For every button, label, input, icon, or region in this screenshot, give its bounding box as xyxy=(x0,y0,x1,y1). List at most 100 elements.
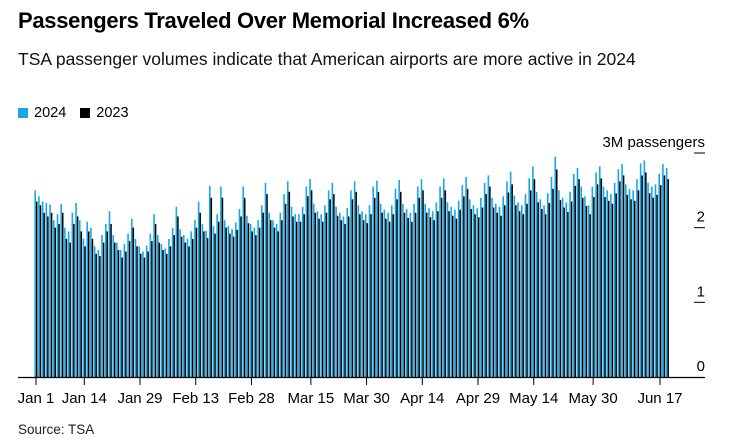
x-tick-label: Jan 29 xyxy=(117,390,162,407)
bar-2023 xyxy=(589,214,591,377)
bar-2024 xyxy=(595,172,597,377)
bar-2023 xyxy=(195,227,198,377)
bar-2023 xyxy=(318,218,320,377)
bar-2024 xyxy=(387,212,389,377)
bar-2024 xyxy=(49,204,51,377)
bar-2023 xyxy=(522,214,525,377)
bar-2024 xyxy=(658,173,660,377)
bar-2024 xyxy=(372,186,374,377)
bar-2023 xyxy=(637,190,640,377)
bar-2023 xyxy=(229,233,231,377)
bar-2024 xyxy=(602,186,605,377)
bar-2023 xyxy=(399,191,402,377)
bar-2023 xyxy=(433,220,435,377)
bar-2024 xyxy=(242,186,244,377)
bar-2023 xyxy=(559,200,562,377)
bar-2023 xyxy=(600,178,603,377)
bar-2024 xyxy=(617,169,620,377)
bar-2023 xyxy=(648,193,651,377)
bar-2024 xyxy=(650,186,653,377)
bar-2024 xyxy=(275,223,278,377)
bar-2024 xyxy=(216,214,218,377)
bar-2023 xyxy=(344,223,346,377)
bar-2023 xyxy=(470,209,473,377)
bar-2024 xyxy=(513,195,516,377)
bar-2024 xyxy=(38,196,40,377)
bar-2024 xyxy=(420,179,423,377)
bar-2024 xyxy=(350,190,352,377)
bar-2023 xyxy=(388,221,391,377)
bar-2023 xyxy=(169,246,172,377)
bar-2023 xyxy=(362,220,365,377)
bar-2024 xyxy=(446,202,449,377)
bar-2024 xyxy=(283,194,285,377)
bar-2024 xyxy=(424,203,426,377)
bar-2023 xyxy=(641,175,643,377)
bar-2024 xyxy=(364,214,367,377)
bar-2024 xyxy=(64,227,66,377)
bar-2023 xyxy=(269,220,272,377)
bar-2023 xyxy=(377,191,380,377)
bar-2024 xyxy=(584,196,586,377)
bar-2023 xyxy=(548,203,551,377)
bar-2023 xyxy=(214,233,216,377)
bar-2024 xyxy=(580,186,582,377)
bar-2023 xyxy=(125,251,127,377)
source-note: Source: TSA xyxy=(18,422,95,437)
bar-2023 xyxy=(188,246,190,377)
bar-2023 xyxy=(203,231,205,377)
bar-2024 xyxy=(591,186,594,377)
bar-2024 xyxy=(220,186,222,377)
y-tick-label: 1 xyxy=(697,283,705,300)
bar-2023 xyxy=(596,184,599,377)
bar-2024 xyxy=(294,214,296,377)
bar-2023 xyxy=(117,250,120,377)
bar-2023 xyxy=(177,216,179,377)
bar-2024 xyxy=(286,181,289,377)
bar-2024 xyxy=(327,190,330,377)
bar-2024 xyxy=(565,202,568,377)
bar-2023 xyxy=(440,197,443,377)
legend-swatch-2023 xyxy=(80,108,91,118)
bar-2023 xyxy=(570,201,573,377)
bar-2024 xyxy=(205,230,207,377)
bar-2023 xyxy=(611,203,614,377)
bar-2024 xyxy=(86,221,88,377)
chart-legend: 2024 2023 xyxy=(18,105,129,121)
bar-2023 xyxy=(162,250,164,377)
bar-2023 xyxy=(622,175,625,377)
bar-2023 xyxy=(191,238,194,377)
bar-2023 xyxy=(325,212,328,377)
bar-2024 xyxy=(494,203,497,377)
series-2023-bars xyxy=(35,169,669,377)
bar-2024 xyxy=(376,180,378,377)
bar-2024 xyxy=(249,223,252,377)
bar-2023 xyxy=(210,197,213,377)
bar-2024 xyxy=(305,186,308,377)
bar-2023 xyxy=(381,212,383,377)
bar-2024 xyxy=(90,227,92,377)
bar-2024 xyxy=(379,203,382,377)
bar-2023 xyxy=(84,246,86,377)
y-tick-label: 3M passengers xyxy=(602,134,705,151)
bar-2023 xyxy=(593,197,595,377)
bar-2024 xyxy=(335,206,337,377)
bar-2023 xyxy=(281,220,283,377)
bar-2024 xyxy=(439,186,441,377)
bar-2023 xyxy=(630,199,632,377)
x-axis: Jan 1 Jan 14 Jan 29 Feb 13 Feb 28 Mar 15 Mar 3… xyxy=(18,376,705,407)
bar-2023 xyxy=(567,211,569,377)
bar-2023 xyxy=(258,227,261,377)
bar-2023 xyxy=(373,197,376,377)
bar-2023 xyxy=(656,194,658,377)
bar-2024 xyxy=(550,176,553,377)
bar-2024 xyxy=(450,206,452,377)
bar-2024 xyxy=(554,156,556,377)
bar-2024 xyxy=(598,166,601,377)
bar-2024 xyxy=(572,173,575,377)
bar-2024 xyxy=(621,164,623,377)
bar-2023 xyxy=(221,197,224,377)
bar-2024 xyxy=(145,245,148,377)
bar-2023 xyxy=(492,207,495,377)
